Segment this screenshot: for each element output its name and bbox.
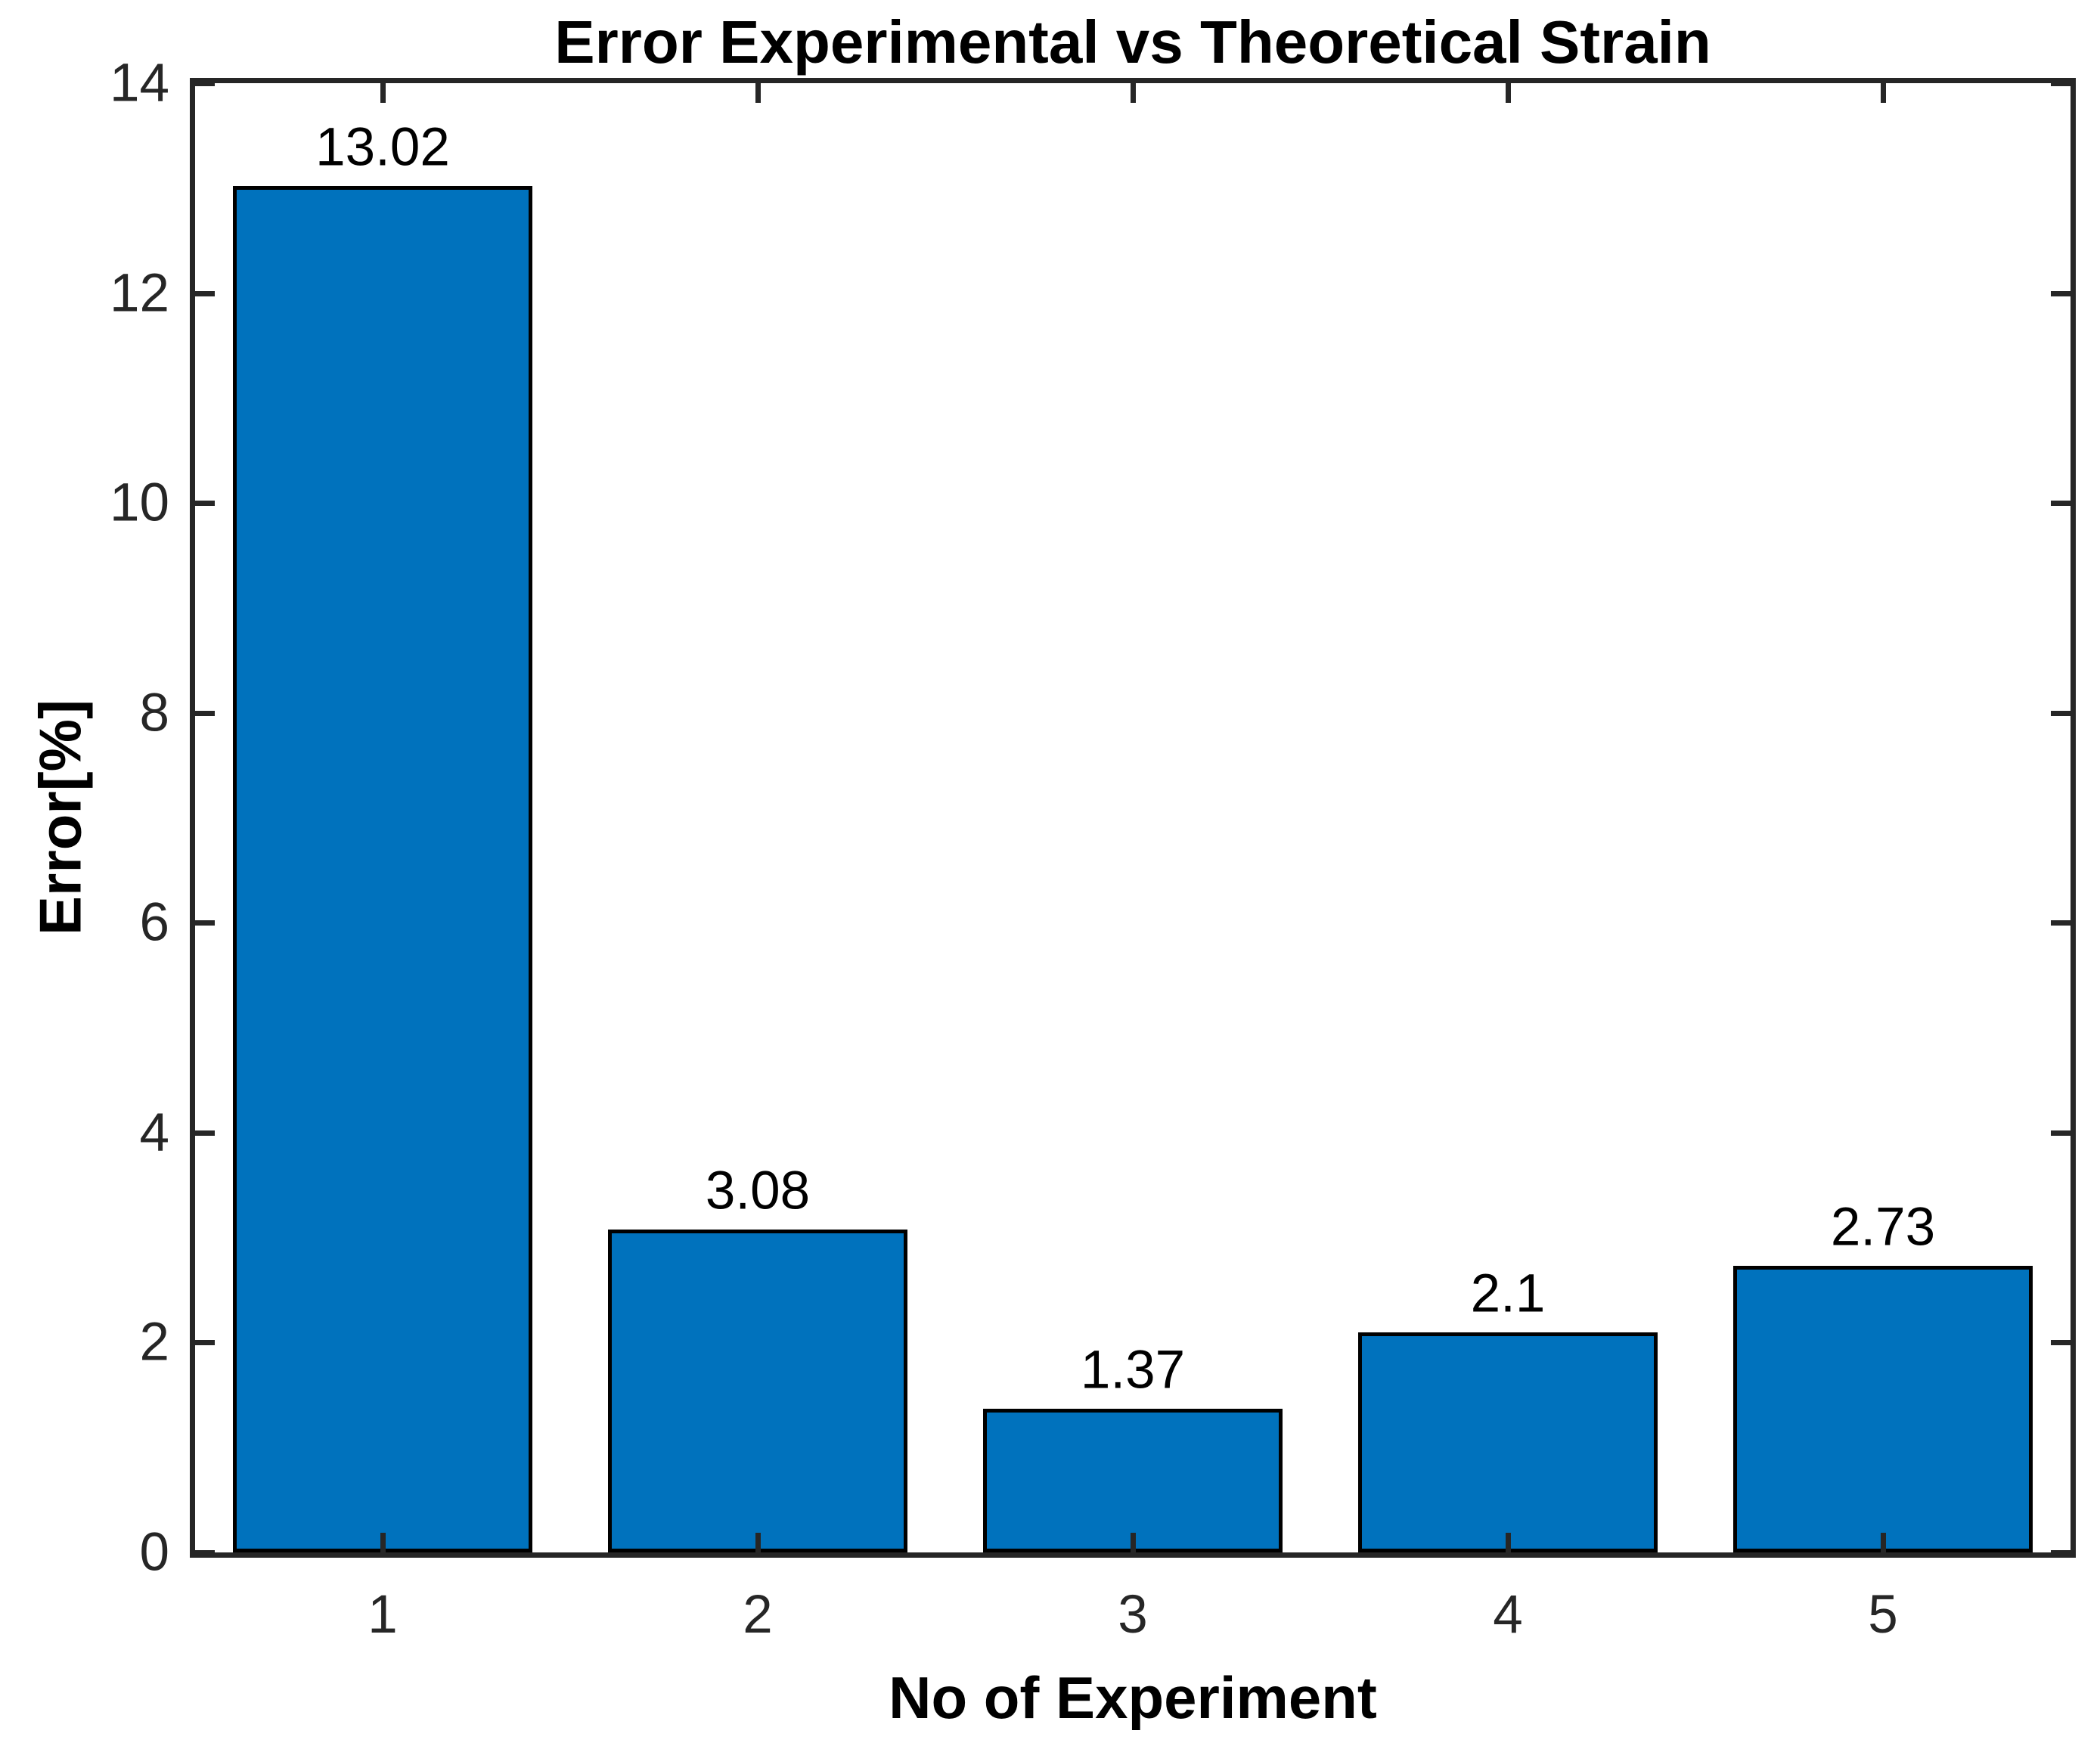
bar-value-label: 2.1 — [1470, 1264, 1546, 1324]
bar-experiment-3 — [983, 1409, 1283, 1552]
y-tick-mark-right — [2051, 1340, 2071, 1345]
x-tick-label: 1 — [368, 1585, 398, 1645]
y-tick-label: 8 — [139, 683, 170, 743]
y-tick-mark — [195, 501, 215, 506]
bar-value-label: 13.02 — [315, 117, 450, 178]
y-tick-mark-right — [2051, 81, 2071, 86]
x-tick-mark-top — [380, 83, 386, 103]
x-tick-label: 5 — [1868, 1585, 1898, 1645]
bar-value-label: 3.08 — [705, 1161, 811, 1221]
y-tick-mark-right — [2051, 1130, 2071, 1136]
bar-experiment-1 — [233, 186, 532, 1552]
y-tick-mark-right — [2051, 920, 2071, 926]
x-tick-label: 3 — [1118, 1585, 1148, 1645]
y-tick-label: 0 — [139, 1522, 170, 1583]
plot-area — [190, 78, 2076, 1558]
x-tick-mark — [755, 1533, 761, 1552]
x-tick-mark-top — [1881, 83, 1886, 103]
y-tick-mark — [195, 711, 215, 716]
y-tick-label: 6 — [139, 892, 170, 953]
x-tick-mark-top — [1506, 83, 1511, 103]
y-tick-mark-right — [2051, 291, 2071, 296]
chart-title: Error Experimental vs Theoretical Strain — [554, 8, 1711, 76]
y-tick-mark-right — [2051, 1550, 2071, 1555]
y-tick-label: 2 — [139, 1312, 170, 1372]
y-tick-mark — [195, 920, 215, 926]
y-tick-mark — [195, 1550, 215, 1555]
y-tick-mark — [195, 291, 215, 296]
x-axis-label: No of Experiment — [889, 1664, 1377, 1731]
bar-experiment-5 — [1733, 1266, 2033, 1552]
x-tick-mark — [1506, 1533, 1511, 1552]
y-tick-label: 4 — [139, 1102, 170, 1163]
x-tick-mark-top — [755, 83, 761, 103]
y-tick-label: 10 — [110, 473, 169, 533]
x-tick-mark — [1881, 1533, 1886, 1552]
y-tick-label: 12 — [110, 263, 169, 324]
bar-experiment-4 — [1358, 1332, 1658, 1552]
y-tick-mark — [195, 1130, 215, 1136]
y-tick-mark — [195, 1340, 215, 1345]
x-tick-mark — [1131, 1533, 1136, 1552]
x-tick-mark — [380, 1533, 386, 1552]
bar-value-label: 2.73 — [1830, 1197, 1936, 1258]
x-tick-mark-top — [1131, 83, 1136, 103]
bar-value-label: 1.37 — [1080, 1340, 1186, 1400]
bar-experiment-2 — [608, 1230, 907, 1552]
y-tick-mark — [195, 81, 215, 86]
y-tick-mark-right — [2051, 501, 2071, 506]
x-tick-label: 2 — [743, 1585, 773, 1645]
x-tick-label: 4 — [1493, 1585, 1523, 1645]
y-tick-label: 14 — [110, 53, 169, 113]
y-tick-mark-right — [2051, 711, 2071, 716]
